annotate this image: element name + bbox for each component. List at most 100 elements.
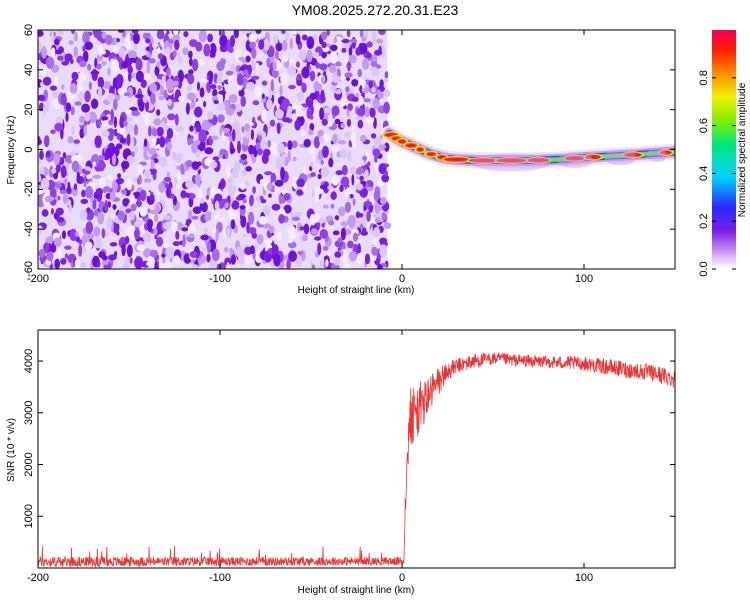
noise-blob: [265, 31, 270, 41]
noise-blob: [284, 32, 290, 41]
noise-blob: [106, 175, 114, 181]
noise-blob: [355, 47, 362, 56]
noise-blob: [158, 95, 165, 101]
noise-blob: [152, 128, 158, 137]
noise-blob: [348, 251, 358, 262]
noise-blob: [287, 105, 293, 113]
ridge-peak-core: [497, 159, 526, 162]
noise-blob: [214, 193, 223, 202]
noise-blob: [359, 213, 364, 218]
noise-blob: [62, 193, 69, 204]
noise-blob: [197, 58, 206, 66]
noise-blob: [187, 224, 197, 237]
snr-xtick-label: 100: [575, 572, 593, 584]
noise-blob: [271, 203, 281, 211]
noise-blob: [320, 89, 325, 103]
ridge-peak-core: [528, 158, 549, 162]
noise-blob: [335, 61, 342, 67]
noise-blob: [112, 204, 117, 210]
noise-blob: [321, 118, 328, 126]
noise-blob: [176, 183, 182, 189]
noise-blob: [126, 133, 131, 146]
noise-blob: [144, 117, 150, 126]
noise-blob: [266, 182, 273, 191]
snr-ytick-label: 2000: [23, 452, 35, 476]
noise-blob: [54, 38, 60, 46]
noise-blob: [104, 230, 110, 238]
noise-blob: [59, 189, 67, 195]
noise-blob: [185, 192, 190, 198]
noise-blob: [230, 190, 234, 204]
noise-blob: [314, 186, 323, 195]
noise-blob: [287, 140, 293, 151]
noise-blob: [128, 57, 138, 63]
noise-blob: [273, 60, 277, 71]
noise-blob: [213, 100, 219, 104]
noise-blob: [161, 75, 166, 82]
noise-blob: [174, 153, 183, 164]
noise-blob: [337, 139, 347, 145]
noise-blob: [147, 220, 153, 232]
noise-blob: [306, 62, 310, 68]
noise-blob: [183, 30, 189, 38]
noise-blob: [101, 32, 107, 39]
spectrogram-ticks: -200 -100 0 100 60 40 20 0 -20 -40 -60: [23, 24, 675, 285]
noise-blob: [244, 256, 253, 265]
noise-blob: [346, 62, 352, 70]
noise-blob: [291, 140, 298, 149]
noise-blob: [121, 263, 130, 269]
noise-blob: [112, 77, 118, 89]
noise-blob: [88, 81, 92, 91]
noise-blob: [224, 246, 229, 253]
noise-blob: [274, 179, 284, 187]
noise-blob: [82, 50, 89, 63]
noise-blob: [187, 137, 194, 145]
noise-blob: [260, 199, 267, 204]
noise-blob: [153, 227, 158, 236]
noise-blob: [84, 90, 91, 103]
noise-blob: [374, 155, 378, 163]
noise-blob: [340, 221, 349, 227]
noise-blob: [349, 38, 358, 44]
colorbar-ticks: 0.0 0.2 0.4 0.6 0.8: [698, 70, 736, 277]
colorbar-label: Normalized spectral amplitude: [737, 82, 748, 217]
noise-blob: [211, 248, 220, 262]
noise-blob: [60, 93, 67, 106]
noise-blob: [199, 87, 205, 98]
noise-blob: [106, 217, 113, 229]
noise-blob: [187, 84, 191, 92]
spectrogram-ytick-label: -60: [23, 261, 35, 277]
noise-blob: [240, 215, 247, 228]
noise-blob: [57, 55, 64, 61]
noise-blob: [212, 156, 220, 161]
noise-blob: [303, 121, 308, 131]
noise-blob: [363, 30, 368, 38]
noise-blob: [332, 133, 338, 144]
noise-blob: [136, 196, 141, 208]
noise-blob: [350, 131, 357, 144]
noise-blob: [332, 230, 340, 236]
noise-blob: [81, 103, 90, 113]
noise-blob: [92, 199, 97, 210]
noise-blob: [185, 160, 193, 168]
noise-blob: [249, 41, 256, 49]
noise-blob: [379, 237, 388, 245]
noise-blob: [280, 166, 285, 180]
noise-blob: [45, 236, 54, 244]
noise-blob: [53, 153, 61, 165]
noise-blob: [307, 144, 315, 154]
noise-blob: [224, 257, 232, 267]
noise-blob: [135, 70, 144, 83]
noise-blob: [374, 49, 383, 56]
spectrogram-ytick-label: 20: [23, 104, 35, 116]
noise-blob: [109, 191, 116, 201]
noise-blob: [172, 50, 177, 58]
noise-blob: [356, 107, 366, 117]
noise-blob: [69, 83, 78, 94]
noise-blob: [56, 183, 62, 188]
noise-blob: [286, 258, 291, 269]
noise-blob: [166, 78, 174, 91]
ridge-lobe: [604, 149, 637, 166]
noise-blob: [216, 103, 226, 111]
noise-blob: [107, 144, 113, 149]
